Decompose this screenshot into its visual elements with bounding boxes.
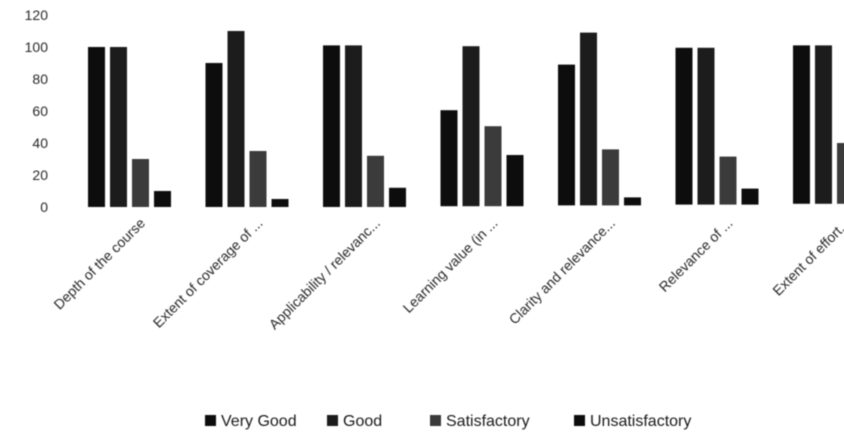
y-tick-label: 0 (40, 199, 48, 215)
bars: Very Good — Depth of the course: 100 Good… (88, 31, 844, 208)
bar-very-good: Very Good — Relevance of ...: 98 (675, 47, 693, 205)
x-tick-label: Depth of the course (50, 215, 148, 313)
x-axis: Depth of the course Extent of coverage of… (50, 215, 844, 333)
y-tick-label: 120 (25, 7, 49, 23)
legend-swatch (574, 415, 585, 426)
legend-swatch (327, 415, 338, 426)
y-tick-label: 80 (32, 71, 48, 87)
x-tick-label: Extent of effort... (769, 215, 844, 299)
plot-area: 0 20 40 60 80 100 120 Very Good — Depth of the… (25, 7, 844, 430)
x-tick-label: Relevance of ... (656, 215, 736, 295)
bar-satisfactory: Satisfactory — Applicability / relevanc.… (367, 155, 384, 207)
y-tick-label: 100 (25, 39, 49, 55)
bar-very-good: Very Good — Extent of effort...: 99 (793, 45, 810, 204)
legend-label: Good (343, 413, 382, 430)
bar-good: Good — Applicability / relevanc...: 101 (345, 45, 362, 208)
bar-good: Good — Relevance of ...: 98 (697, 47, 715, 205)
legend-swatch (430, 415, 441, 426)
legend-label: Very Good (221, 413, 297, 430)
legend-label: Satisfactory (446, 413, 530, 430)
bar-very-good: Very Good — Extent of coverage of ...: 9… (205, 63, 223, 207)
bar-unsatisfactory: Unsatisfactory — Relevance of ...: 10 (741, 188, 759, 205)
x-tick-label: Applicability / relevanc... (266, 215, 384, 333)
bar-unsatisfactory: Unsatisfactory — Extent of coverage of .… (271, 199, 289, 207)
bar-unsatisfactory: Unsatisfactory — Depth of the course: 10 (154, 191, 171, 207)
bar-very-good: Very Good — Applicability / relevanc...:… (323, 45, 340, 208)
y-axis: 0 20 40 60 80 100 120 (25, 7, 49, 215)
bar-satisfactory: Satisfactory — Extent of effort...: 38 (837, 143, 844, 204)
x-tick-label: Clarity and relevance... (506, 215, 619, 328)
bar-very-good: Very Good — Learning value (in ...: 60 (440, 110, 458, 207)
bar-unsatisfactory: Unsatisfactory — Clarity and relevance..… (624, 197, 641, 206)
bar-good: Good — Extent of coverage of ...: 110 (227, 31, 245, 207)
legend: Very Good Good Satisfactory Unsatisfactory (205, 413, 691, 430)
bar-good: Good — Learning value (in ...: 100 (462, 46, 480, 207)
bar-good: Good — Extent of effort...: 99 (815, 45, 832, 204)
bar-unsatisfactory: Unsatisfactory — Learning value (in ...:… (506, 155, 524, 207)
x-tick-label: Extent of coverage of ... (150, 215, 266, 331)
bar-satisfactory: Satisfactory — Learning value (in ...: 5… (484, 126, 502, 207)
y-tick-label: 60 (32, 103, 48, 119)
bar-satisfactory: Satisfactory — Relevance of ...: 30 (719, 156, 737, 205)
bar-good: Good — Depth of the course: 100 (110, 47, 127, 207)
bar-good: Good — Clarity and relevance...: 108 (580, 32, 597, 206)
legend-label: Unsatisfactory (590, 413, 691, 430)
bar-very-good: Very Good — Clarity and relevance...: 88 (558, 64, 575, 206)
x-tick-label: Learning value (in ... (400, 215, 501, 316)
bar-unsatisfactory: Unsatisfactory — Applicability / relevan… (389, 187, 406, 207)
bar-very-good: Very Good — Depth of the course: 100 (88, 47, 105, 207)
bar-satisfactory: Satisfactory — Clarity and relevance...:… (602, 149, 619, 206)
y-tick-label: 20 (32, 167, 48, 183)
bar-satisfactory: Satisfactory — Extent of coverage of ...… (249, 151, 267, 207)
y-tick-label: 40 (32, 135, 48, 151)
legend-swatch (205, 415, 216, 426)
bar-satisfactory: Satisfactory — Depth of the course: 30 (132, 159, 149, 207)
